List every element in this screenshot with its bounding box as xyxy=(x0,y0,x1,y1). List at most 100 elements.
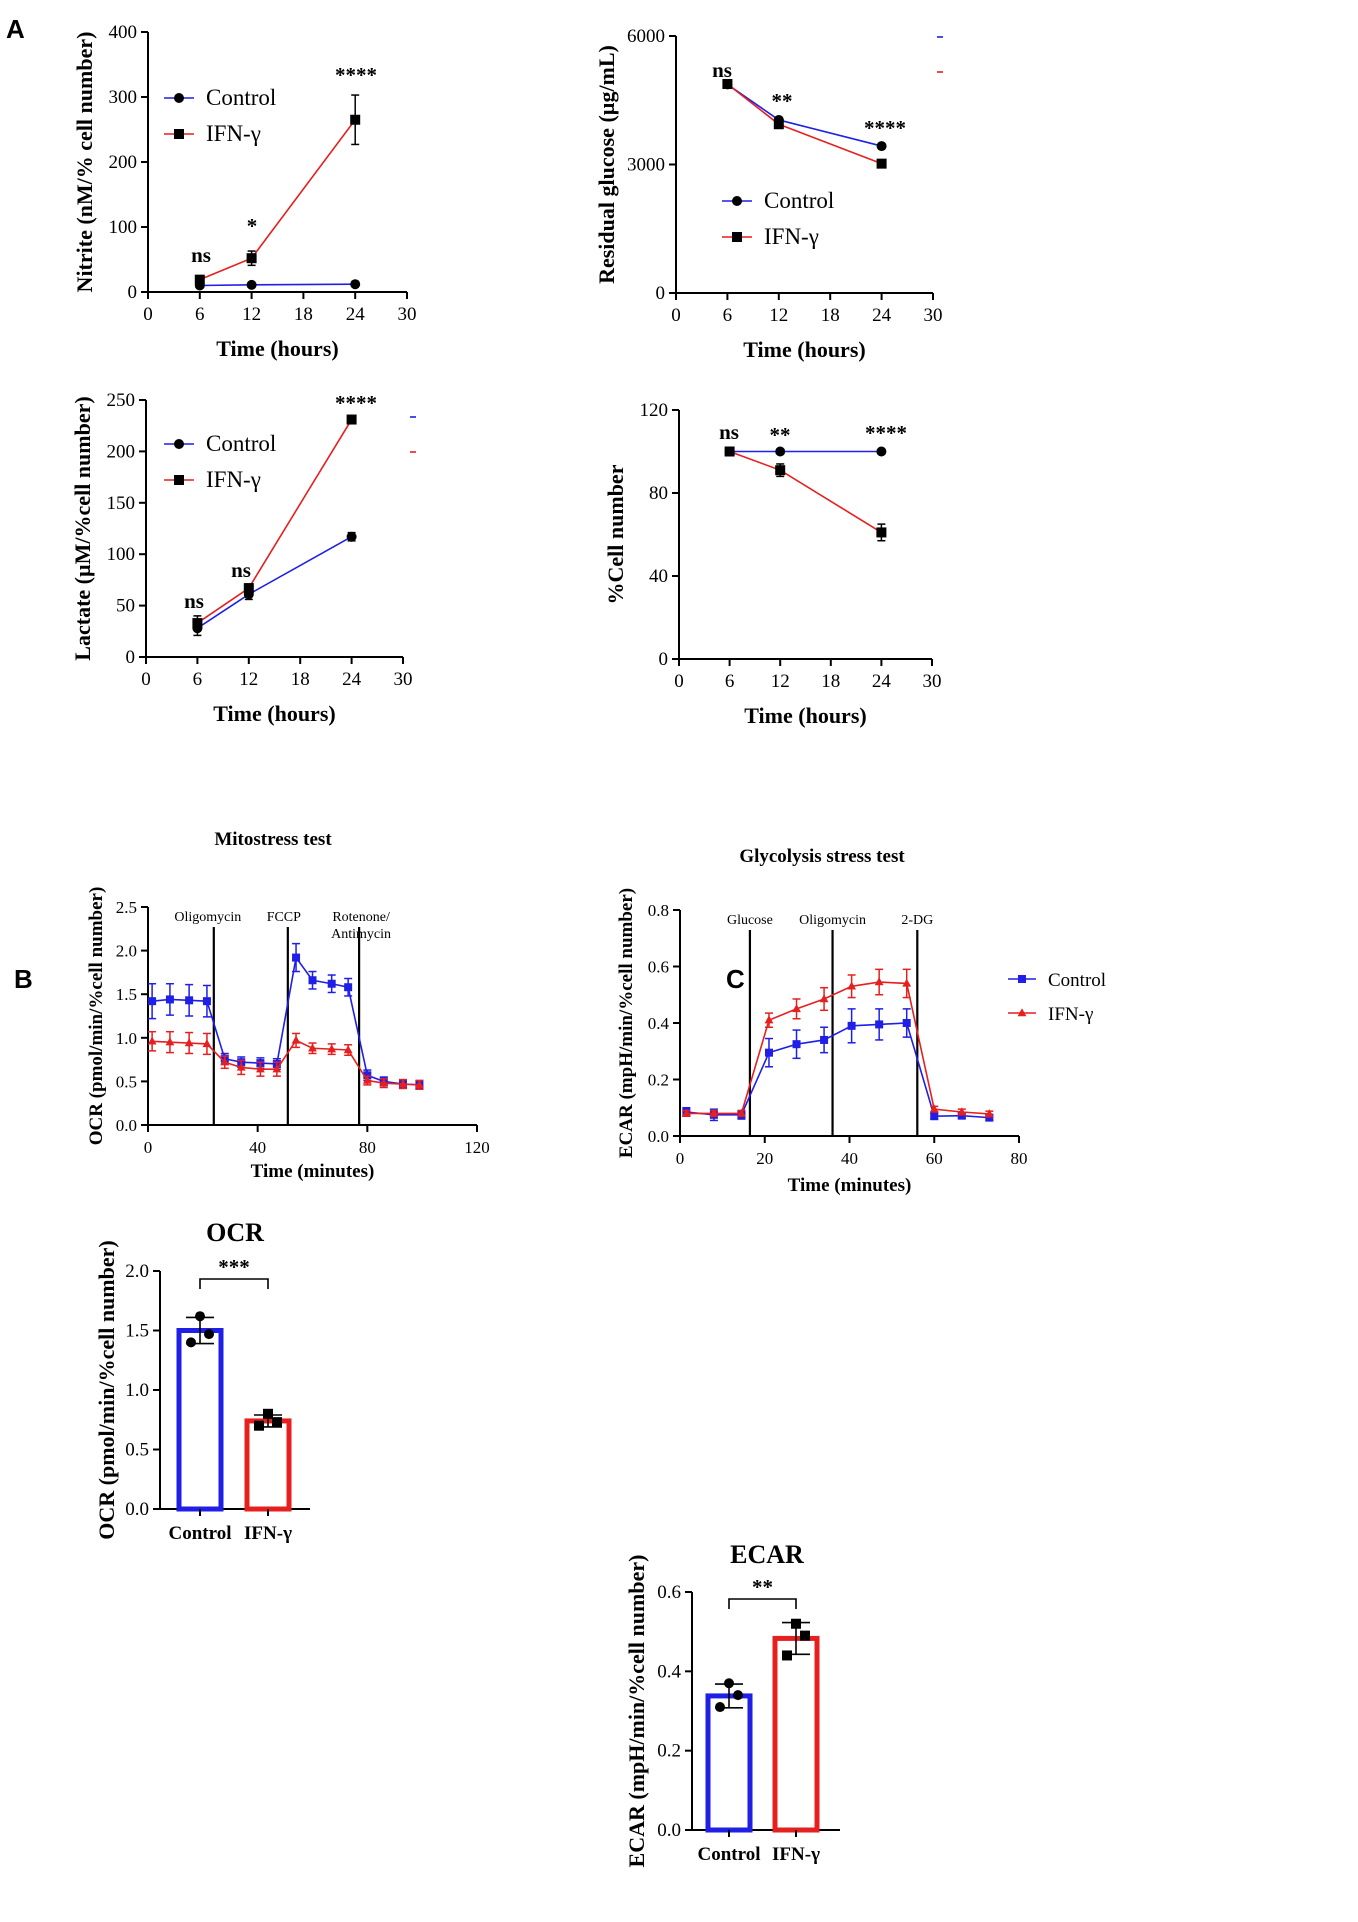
ecar_time-point-control xyxy=(957,1111,966,1120)
ocr_time-y-tick-label: 0.0 xyxy=(116,1116,137,1135)
ocr_bar-y-tick-label: 2.0 xyxy=(125,1261,149,1282)
ocr_time-injection-label: Antimycin xyxy=(331,927,391,942)
lactate-y-tick-label: 0 xyxy=(126,647,136,668)
ocr_time-x-axis-label: Time (minutes) xyxy=(251,1161,375,1182)
ecar_time-point-control xyxy=(930,1112,939,1121)
nitrite-x-tick-label: 6 xyxy=(195,304,205,325)
ecar_time-point-control xyxy=(847,1021,856,1030)
lactate-point-ifn xyxy=(346,414,357,425)
cellnum-x-tick-label: 30 xyxy=(923,671,942,692)
ocr_time-y-tick-label: 1.0 xyxy=(116,1029,137,1048)
glucose-legend-marker xyxy=(732,196,742,206)
ecar_time-point-ifn xyxy=(819,994,829,1003)
cellnum-y-tick-label: 120 xyxy=(640,400,669,421)
ocr_time-point-control xyxy=(165,995,174,1004)
nitrite-point-control xyxy=(246,279,257,290)
ocr_bar-y-tick-label: 1.5 xyxy=(125,1321,149,1342)
ecar_time-series-line-control xyxy=(686,1022,990,1119)
lactate-x-tick-label: 30 xyxy=(394,669,413,690)
lactate-series-line-control xyxy=(196,536,352,629)
ecar_bar-category-label: Control xyxy=(698,1844,761,1865)
nitrite-x-tick-label: 12 xyxy=(242,304,261,325)
ocr_bar-data-point xyxy=(195,1311,205,1322)
ecar_bar-y-axis-label: ECAR (mpH/min/%cell number) xyxy=(624,1555,649,1868)
chart-glycolysis-stress-test: Glycolysis stress test Glucose Oligomycin 2… xyxy=(616,846,1106,1196)
cellnum-series-line-ifn xyxy=(729,450,882,534)
cellnum-point-control xyxy=(775,446,786,457)
glucose-point-control xyxy=(876,141,887,152)
ecar_time-point-ifn xyxy=(874,977,884,986)
nitrite-legend-label: IFN-γ xyxy=(206,121,261,146)
panel-letter-a: A xyxy=(6,14,25,44)
lactate-significance: ns xyxy=(231,558,251,582)
nitrite-point-ifn xyxy=(194,274,205,285)
lactate-legend-label: IFN-γ xyxy=(206,467,261,492)
lactate-x-tick-label: 18 xyxy=(291,669,310,690)
ecar_time-point-ifn xyxy=(929,1104,939,1113)
lactate-point-ifn xyxy=(243,583,254,594)
ecar_bar-y-tick-label: 0.2 xyxy=(657,1741,681,1762)
nitrite-point-ifn xyxy=(246,253,257,264)
ecar_bar-data-point xyxy=(733,1690,743,1701)
ecar_bar-y-tick-label: 0.6 xyxy=(657,1582,681,1603)
ocr_time-point-ifn xyxy=(327,1044,337,1053)
ocr_bar-bar-ifn xyxy=(244,1418,292,1512)
nitrite-significance: ns xyxy=(191,243,211,267)
lactate-y-tick-label: 200 xyxy=(107,441,136,462)
ocr_time-injection-label: FCCP xyxy=(267,910,301,925)
lactate-x-tick-label: 6 xyxy=(193,669,203,690)
cellnum-point-ifn xyxy=(775,465,786,476)
glucose-significance: ** xyxy=(772,89,793,113)
ocr_bar-data-point xyxy=(272,1417,282,1428)
cellnum-x-tick-label: 0 xyxy=(674,671,684,692)
cellnum-x-tick-label: 18 xyxy=(821,671,840,692)
chart-ocr-bar: OCR 0.0 0.5 1.0 1.5 2.0 OCR (pmol/min/%cell nu… xyxy=(94,1218,310,1544)
glucose-x-tick-label: 18 xyxy=(821,305,840,326)
ecar_time-point-ifn xyxy=(709,1108,719,1117)
lactate-significance: **** xyxy=(335,391,377,415)
ecar_time-point-control xyxy=(820,1035,829,1044)
ecar_time-x-tick-label: 40 xyxy=(841,1149,858,1168)
nitrite-y-tick-label: 200 xyxy=(109,152,138,173)
ocr_time-series-line-ifn xyxy=(152,1039,420,1086)
nitrite-x-tick-label: 24 xyxy=(346,304,366,325)
nitrite-x-tick-label: 18 xyxy=(294,304,313,325)
ecar_time-legend-marker xyxy=(1017,1008,1027,1017)
glucose-x-tick-label: 30 xyxy=(924,305,943,326)
lactate-y-tick-label: 250 xyxy=(107,390,136,411)
ecar_time-point-ifn xyxy=(847,981,857,990)
ecar_time-injection-label: Oligomycin xyxy=(799,913,866,928)
ocr_time-point-ifn xyxy=(379,1078,389,1087)
ocr_bar-data-point xyxy=(263,1408,273,1419)
cellnum-y-axis-label: %Cell number xyxy=(603,464,628,604)
ocr_time-y-axis-label: OCR (pmol/min/%cell number) xyxy=(86,887,107,1146)
ecar_time-x-tick-label: 80 xyxy=(1011,1149,1028,1168)
ecar_bar-data-point xyxy=(791,1618,801,1629)
ecar_time-legend-label: IFN-γ xyxy=(1048,1004,1093,1025)
lactate-legend-marker xyxy=(174,475,184,485)
ocr_time-series-line-control xyxy=(152,955,420,1086)
cellnum-y-tick-label: 80 xyxy=(649,483,668,504)
ocr_time-point-ifn xyxy=(398,1079,408,1088)
nitrite-legend-marker xyxy=(174,129,184,139)
ecar_bar-data-point xyxy=(782,1650,792,1661)
cellnum-significance: **** xyxy=(865,421,907,445)
ecar_time-point-ifn xyxy=(792,1004,801,1013)
ecar_time-point-ifn xyxy=(681,1108,691,1117)
ecar_time-x-tick-label: 60 xyxy=(926,1149,943,1168)
chart-cell-number: 0 40 80 120 0 6 12 18 24 30 Time (hours) %Cell numb… xyxy=(603,400,942,728)
cellnum-point-ifn xyxy=(876,527,887,538)
ecar_time-injection-label: Glucose xyxy=(727,913,773,928)
glucose-x-tick-label: 12 xyxy=(769,305,788,326)
glucose-point-ifn xyxy=(876,158,887,169)
glucose-y-tick-label: 6000 xyxy=(627,26,665,47)
nitrite-series-line-control xyxy=(199,283,356,287)
cellnum-y-tick-label: 40 xyxy=(649,566,668,587)
ocr_bar-data-point xyxy=(254,1420,264,1431)
ocr_bar-y-tick-label: 0.5 xyxy=(125,1440,149,1461)
ocr_time-x-tick-label: 80 xyxy=(359,1138,376,1157)
nitrite-x-axis-label: Time (hours) xyxy=(216,336,338,361)
ecar_time-y-tick-label: 0.8 xyxy=(648,901,669,920)
glucose-series-line-control xyxy=(726,83,882,147)
cellnum-point-ifn xyxy=(724,446,735,457)
